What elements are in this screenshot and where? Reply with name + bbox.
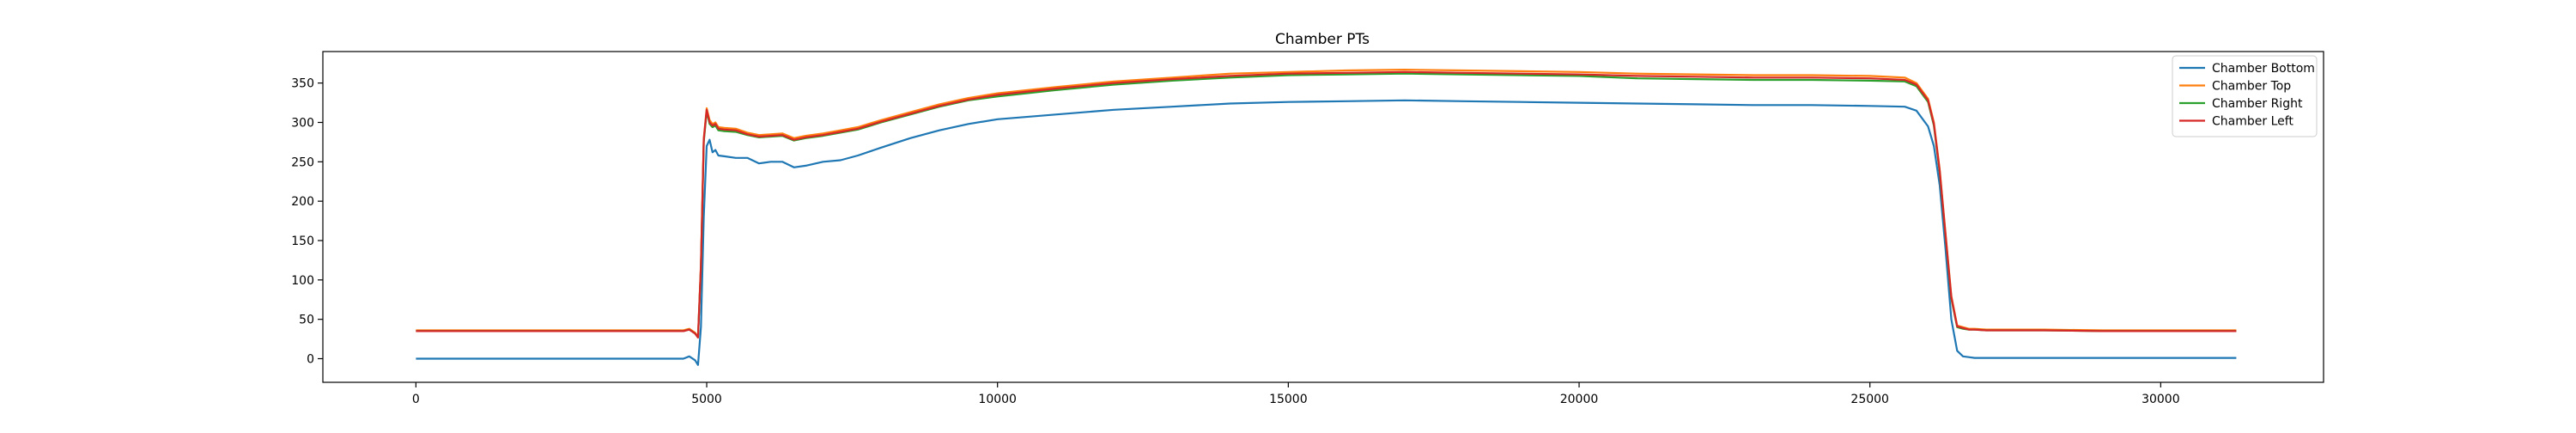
x-tick-label: 10000 xyxy=(978,393,1017,406)
legend-label: Chamber Bottom xyxy=(2212,62,2315,76)
plot-area-frame xyxy=(322,51,2324,383)
y-tick-label: 100 xyxy=(291,274,314,288)
x-tick-label: 5000 xyxy=(691,393,722,406)
y-tick-label: 200 xyxy=(291,195,314,209)
x-tick-label: 20000 xyxy=(1560,393,1599,406)
x-tick-label: 15000 xyxy=(1269,393,1308,406)
legend-frame xyxy=(2172,55,2318,137)
y-axis: 0 50 100 150 200 250 300 350 xyxy=(291,77,323,367)
series-line-chamber-bottom xyxy=(416,99,2237,366)
y-tick-label: 350 xyxy=(291,77,314,91)
x-tick-label: 25000 xyxy=(1850,393,1889,406)
x-axis: 0 5000 10000 15000 20000 25000 30000 xyxy=(412,382,2180,406)
y-tick-label: 0 xyxy=(307,353,314,367)
series-line-chamber-left xyxy=(416,70,2237,338)
y-tick-label: 150 xyxy=(291,235,314,248)
y-tick-label: 250 xyxy=(291,156,314,169)
legend: Chamber Bottom Chamber Top Chamber Right Ch… xyxy=(2172,55,2318,137)
y-tick-label: 300 xyxy=(291,117,314,131)
y-tick-label: 50 xyxy=(299,314,314,327)
chart-title: Chamber PTs xyxy=(1275,31,1370,48)
legend-label: Chamber Right xyxy=(2212,97,2303,111)
legend-label: Chamber Top xyxy=(2212,80,2291,94)
x-tick-label: 0 xyxy=(412,393,420,406)
series-group xyxy=(416,68,2237,366)
legend-label: Chamber Left xyxy=(2212,115,2293,129)
x-tick-label: 30000 xyxy=(2142,393,2180,406)
